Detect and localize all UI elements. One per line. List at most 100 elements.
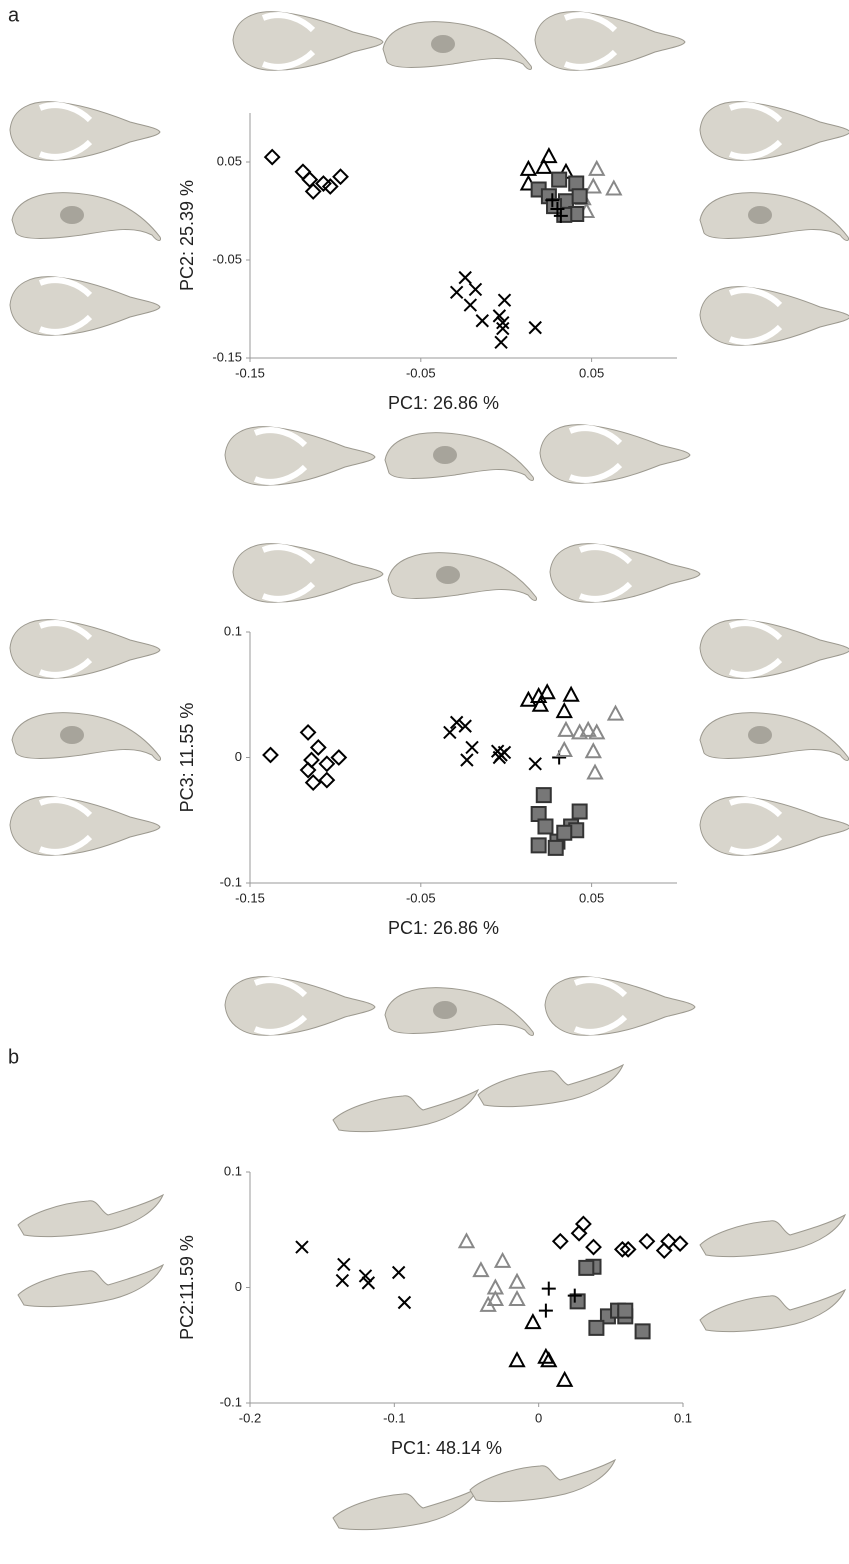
data-point xyxy=(573,189,587,203)
data-point xyxy=(542,1282,556,1296)
data-point xyxy=(497,323,509,335)
skull-image xyxy=(10,277,160,336)
data-point xyxy=(323,180,337,194)
data-point xyxy=(673,1237,687,1251)
data-point xyxy=(532,838,546,852)
data-point xyxy=(564,688,578,701)
data-point xyxy=(461,754,473,766)
data-point xyxy=(311,740,325,754)
data-point xyxy=(474,1263,488,1276)
mandible-image xyxy=(18,1265,163,1307)
data-point xyxy=(521,162,535,175)
mandible-image xyxy=(333,1488,478,1530)
data-point xyxy=(338,1258,350,1270)
data-point xyxy=(553,1234,567,1248)
data-point xyxy=(557,743,571,756)
skull-image xyxy=(12,193,161,241)
y-tick-label: 0 xyxy=(235,749,242,764)
data-point xyxy=(332,751,346,765)
data-point xyxy=(549,841,563,855)
skull-image xyxy=(10,797,160,856)
data-point xyxy=(618,1304,632,1318)
y-tick-label: 0.1 xyxy=(224,623,242,638)
skull-image xyxy=(700,620,849,679)
data-point xyxy=(336,1275,348,1287)
data-point xyxy=(296,1241,308,1253)
data-point xyxy=(640,1234,654,1248)
data-point xyxy=(498,294,510,306)
mandible-image xyxy=(700,1290,845,1332)
data-point xyxy=(529,322,541,334)
data-point xyxy=(537,788,551,802)
y-axis-label: PC2: 25.39 % xyxy=(177,180,197,291)
skull-image xyxy=(700,287,849,346)
skull-image xyxy=(700,193,849,241)
data-point xyxy=(263,748,277,762)
mandible-image xyxy=(478,1065,623,1107)
data-point xyxy=(495,336,507,348)
mandible-image xyxy=(700,1215,845,1257)
data-point xyxy=(590,725,604,738)
data-point xyxy=(589,1321,603,1335)
data-point xyxy=(296,165,310,179)
skull-image xyxy=(535,12,685,71)
x-axis-label: PC1: 26.86 % xyxy=(388,393,499,413)
skull-image xyxy=(385,988,534,1036)
data-point xyxy=(586,744,600,757)
x-tick-label: -0.15 xyxy=(235,890,265,905)
data-point xyxy=(590,162,604,175)
y-axis-label: PC2:11.59 % xyxy=(177,1235,197,1340)
data-point xyxy=(558,1373,572,1386)
skull-image xyxy=(388,553,537,601)
x-tick-label: -0.1 xyxy=(383,1410,405,1425)
skull-image xyxy=(545,977,695,1036)
data-point xyxy=(636,1324,650,1338)
data-point xyxy=(586,180,600,193)
data-point xyxy=(510,1275,524,1288)
skull-image xyxy=(233,544,383,603)
data-point xyxy=(573,804,587,818)
data-point xyxy=(466,741,478,753)
data-point xyxy=(579,1261,593,1275)
x-axis-label: PC1: 26.86 % xyxy=(388,918,499,938)
y-tick-label: 0.1 xyxy=(224,1163,242,1178)
x-tick-label: 0.1 xyxy=(674,1410,692,1425)
data-point xyxy=(572,1226,586,1240)
data-point xyxy=(510,1292,524,1305)
data-point xyxy=(320,773,334,787)
y-tick-label: 0.05 xyxy=(217,153,242,168)
y-tick-label: 0 xyxy=(235,1279,242,1294)
data-point xyxy=(540,685,554,698)
panel-label: b xyxy=(8,1046,19,1068)
data-point xyxy=(588,766,602,779)
y-tick-label: -0.15 xyxy=(212,349,242,364)
x-tick-label: 0 xyxy=(535,1410,542,1425)
specimen-images xyxy=(10,12,849,1530)
x-tick-label: -0.05 xyxy=(406,890,436,905)
data-point xyxy=(559,723,573,736)
skull-image xyxy=(225,977,375,1036)
data-point xyxy=(539,1304,553,1318)
skull-image xyxy=(383,22,532,70)
data-point xyxy=(301,725,315,739)
data-point xyxy=(576,1217,590,1231)
data-point xyxy=(552,173,566,187)
skull-image xyxy=(700,713,849,761)
data-point xyxy=(657,1244,671,1258)
data-point xyxy=(557,704,571,717)
data-point xyxy=(460,1234,474,1247)
data-point xyxy=(538,820,552,834)
data-point xyxy=(662,1234,676,1248)
skull-image xyxy=(700,102,849,161)
skull-image xyxy=(10,620,160,679)
data-point xyxy=(510,1353,524,1366)
y-tick-label: -0.1 xyxy=(220,1394,242,1409)
skull-image xyxy=(385,433,534,481)
data-point xyxy=(459,272,471,284)
x-tick-label: 0.05 xyxy=(579,365,604,380)
x-axis-label: PC1: 48.14 % xyxy=(391,1438,502,1458)
skull-image xyxy=(12,713,161,761)
x-tick-label: -0.15 xyxy=(235,365,265,380)
data-point xyxy=(320,757,334,771)
data-point xyxy=(496,1254,510,1267)
